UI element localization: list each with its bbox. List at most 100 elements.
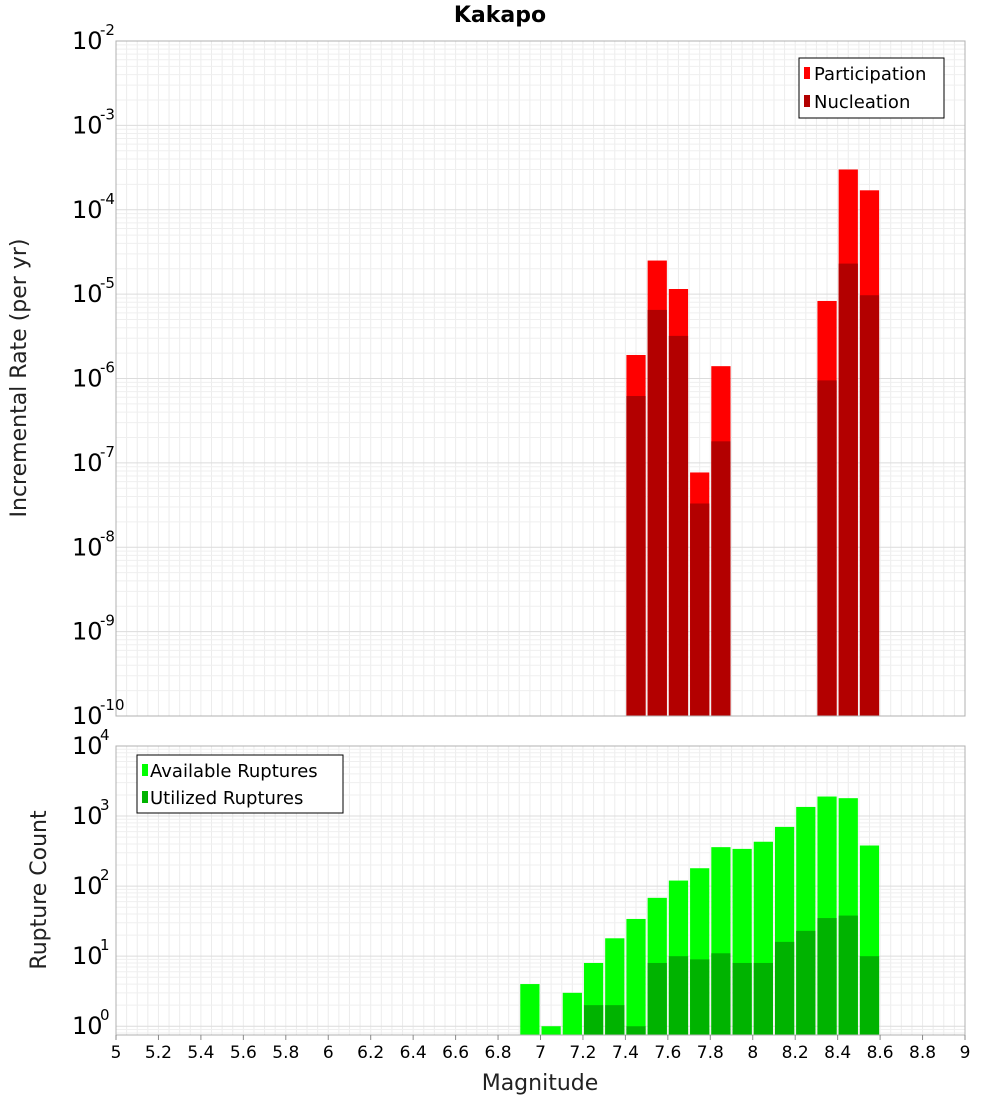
count-bar-utilized-ruptures (796, 930, 816, 1035)
count-bars (520, 796, 880, 1035)
rate-y-tick-label: 10-6 (72, 359, 115, 393)
count-bar-utilized-ruptures (774, 941, 795, 1035)
count-bar-available-ruptures (541, 1026, 561, 1035)
count-y-tick-label: 101 (72, 936, 110, 970)
count-bar-utilized-ruptures (817, 918, 837, 1035)
x-tick-label: 8.8 (909, 1043, 936, 1063)
svg-text:10: 10 (72, 196, 103, 224)
count-bar-utilized-ruptures (859, 956, 880, 1035)
x-tick-label: 6.2 (357, 1043, 384, 1063)
svg-text:3: 3 (100, 796, 110, 814)
svg-text:1: 1 (100, 936, 110, 954)
count-bar-utilized-ruptures (605, 1005, 625, 1035)
x-tick-label: 8 (747, 1043, 758, 1063)
count-y-tick-label: 100 (72, 1006, 110, 1040)
x-tick-label: 6 (323, 1043, 334, 1063)
count-bar-utilized-ruptures (668, 956, 689, 1035)
rate-bar-nucleation (817, 380, 837, 716)
nucleation-legend-swatch (804, 95, 810, 107)
rate-y-tick-label: 10-7 (72, 443, 115, 477)
count-bar-utilized-ruptures (711, 953, 731, 1035)
svg-text:10: 10 (72, 280, 103, 308)
count-bar-utilized-ruptures (583, 1005, 604, 1035)
svg-text:0: 0 (100, 1006, 110, 1024)
count-bar-available-ruptures (562, 992, 582, 1035)
svg-text:10: 10 (72, 533, 103, 561)
x-tick-label: 5.8 (272, 1043, 299, 1063)
x-tick-label: 6.4 (400, 1043, 427, 1063)
svg-text:10: 10 (72, 942, 103, 970)
svg-text:10: 10 (72, 872, 103, 900)
count-y-axis-title: Rupture Count (27, 810, 52, 970)
available-legend-label: Available Ruptures (150, 761, 318, 782)
svg-text:4: 4 (100, 726, 110, 744)
x-tick-label: 8.4 (824, 1043, 851, 1063)
rate-grid (115, 41, 966, 717)
count-bar-available-ruptures (626, 918, 646, 1035)
x-tick-label: 5.6 (230, 1043, 257, 1063)
count-bar-available-ruptures (520, 984, 540, 1035)
svg-text:10: 10 (72, 111, 103, 139)
svg-text:10: 10 (72, 27, 103, 55)
x-tick-label: 6.6 (442, 1043, 469, 1063)
count-legend: Available Ruptures Utilized Ruptures (136, 754, 344, 814)
chart-title: Kakapo (454, 3, 546, 28)
magnitude-x-ticks: 5 5.2 5.4 5.6 5.8 6 6.2 6.4 6.6 6.8 7 7.2 7.4 7.6 7.8 8… (111, 1035, 971, 1063)
x-tick-label: 7.2 (569, 1043, 596, 1063)
rate-bar-nucleation (690, 503, 710, 716)
rate-bar-nucleation (647, 309, 667, 716)
svg-text:10: 10 (72, 802, 103, 830)
rate-y-tick-label: 10-10 (72, 696, 125, 730)
rate-bars (626, 169, 880, 716)
utilized-legend-label: Utilized Ruptures (150, 788, 303, 809)
rate-y-tick-label: 10-8 (72, 527, 115, 561)
svg-text:-9: -9 (100, 612, 115, 630)
x-tick-label: 7.4 (612, 1043, 639, 1063)
participation-legend-label: Participation (814, 64, 926, 85)
svg-text:-10: -10 (100, 696, 125, 714)
count-bar-utilized-ruptures (753, 962, 773, 1035)
rate-bar-nucleation (711, 441, 731, 716)
svg-text:10: 10 (72, 449, 103, 477)
x-tick-label: 7.8 (697, 1043, 724, 1063)
count-y-tick-label: 104 (72, 726, 110, 760)
svg-text:-4: -4 (100, 190, 115, 208)
svg-text:10: 10 (72, 618, 103, 646)
count-bar-utilized-ruptures (690, 959, 710, 1035)
x-tick-label: 5.4 (187, 1043, 214, 1063)
rate-bar-nucleation (626, 396, 646, 716)
x-tick-label: 5.2 (145, 1043, 172, 1063)
count-bar-utilized-ruptures (626, 1026, 646, 1035)
svg-text:2: 2 (100, 866, 110, 884)
x-tick-label: 9 (960, 1043, 971, 1063)
utilized-legend-swatch (142, 791, 148, 803)
rate-bar-nucleation (838, 263, 858, 716)
participation-legend-swatch (804, 67, 810, 79)
count-y-tick-label: 102 (72, 866, 110, 900)
svg-text:-3: -3 (100, 105, 115, 123)
available-legend-swatch (142, 764, 148, 776)
svg-text:-7: -7 (100, 443, 115, 461)
svg-text:10: 10 (72, 702, 103, 730)
svg-text:10: 10 (72, 1012, 103, 1040)
rate-legend: Participation Nucleation (798, 57, 945, 119)
rate-y-tick-label: 10-3 (72, 105, 115, 139)
count-bar-utilized-ruptures (838, 915, 858, 1035)
rate-bar-nucleation (859, 295, 880, 716)
rate-legend-box (798, 57, 945, 119)
count-bar-utilized-ruptures (732, 962, 752, 1035)
nucleation-legend-label: Nucleation (814, 92, 910, 113)
count-y-tick-label: 103 (72, 796, 110, 830)
svg-text:10: 10 (72, 365, 103, 393)
x-tick-label: 7.6 (654, 1043, 681, 1063)
svg-text:-8: -8 (100, 527, 115, 545)
svg-text:-6: -6 (100, 359, 115, 377)
svg-text:-5: -5 (100, 274, 115, 292)
x-tick-label: 8.2 (782, 1043, 809, 1063)
x-tick-label: 8.6 (867, 1043, 894, 1063)
